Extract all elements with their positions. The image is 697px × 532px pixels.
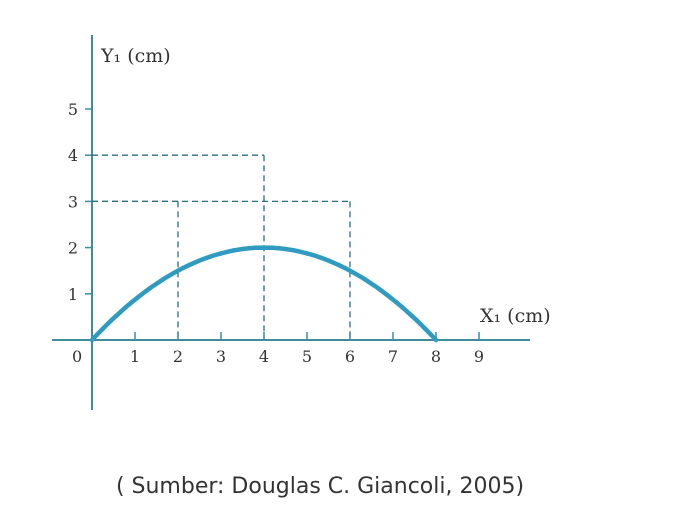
x-tick-label: 2 bbox=[173, 347, 183, 366]
y-axis-label: Y₁ (cm) bbox=[100, 45, 171, 67]
y-tick-label: 5 bbox=[68, 100, 78, 119]
x-tick-label: 7 bbox=[388, 347, 398, 366]
y-tick-label: 3 bbox=[68, 192, 78, 211]
axes bbox=[52, 35, 530, 410]
chart: 1 2 3 4 5 6 7 8 9 1 2 3 4 5 Y₁ (cm) X₁ (cm) 0 bbox=[52, 35, 551, 410]
trajectory-curve bbox=[89, 245, 439, 343]
y-tick-label: 4 bbox=[68, 146, 78, 165]
x-tick-label: 5 bbox=[302, 347, 312, 366]
origin-label: 0 bbox=[72, 347, 82, 366]
y-tick-label: 1 bbox=[68, 285, 78, 304]
caption: ( Sumber: Douglas C. Giancoli, 2005) bbox=[115, 474, 525, 499]
x-tick-label: 9 bbox=[474, 347, 484, 366]
x-tick-label: 4 bbox=[259, 347, 269, 366]
x-tick-label: 6 bbox=[345, 347, 355, 366]
reference-lines bbox=[92, 154, 351, 340]
x-tick-label: 1 bbox=[130, 347, 140, 366]
x-axis-label: X₁ (cm) bbox=[480, 305, 551, 327]
x-tick-label: 8 bbox=[431, 347, 441, 366]
x-tick-label: 3 bbox=[216, 347, 226, 366]
ticks: 1 2 3 4 5 6 7 8 9 1 2 3 4 5 bbox=[68, 100, 484, 366]
y-tick-label: 2 bbox=[68, 239, 78, 258]
